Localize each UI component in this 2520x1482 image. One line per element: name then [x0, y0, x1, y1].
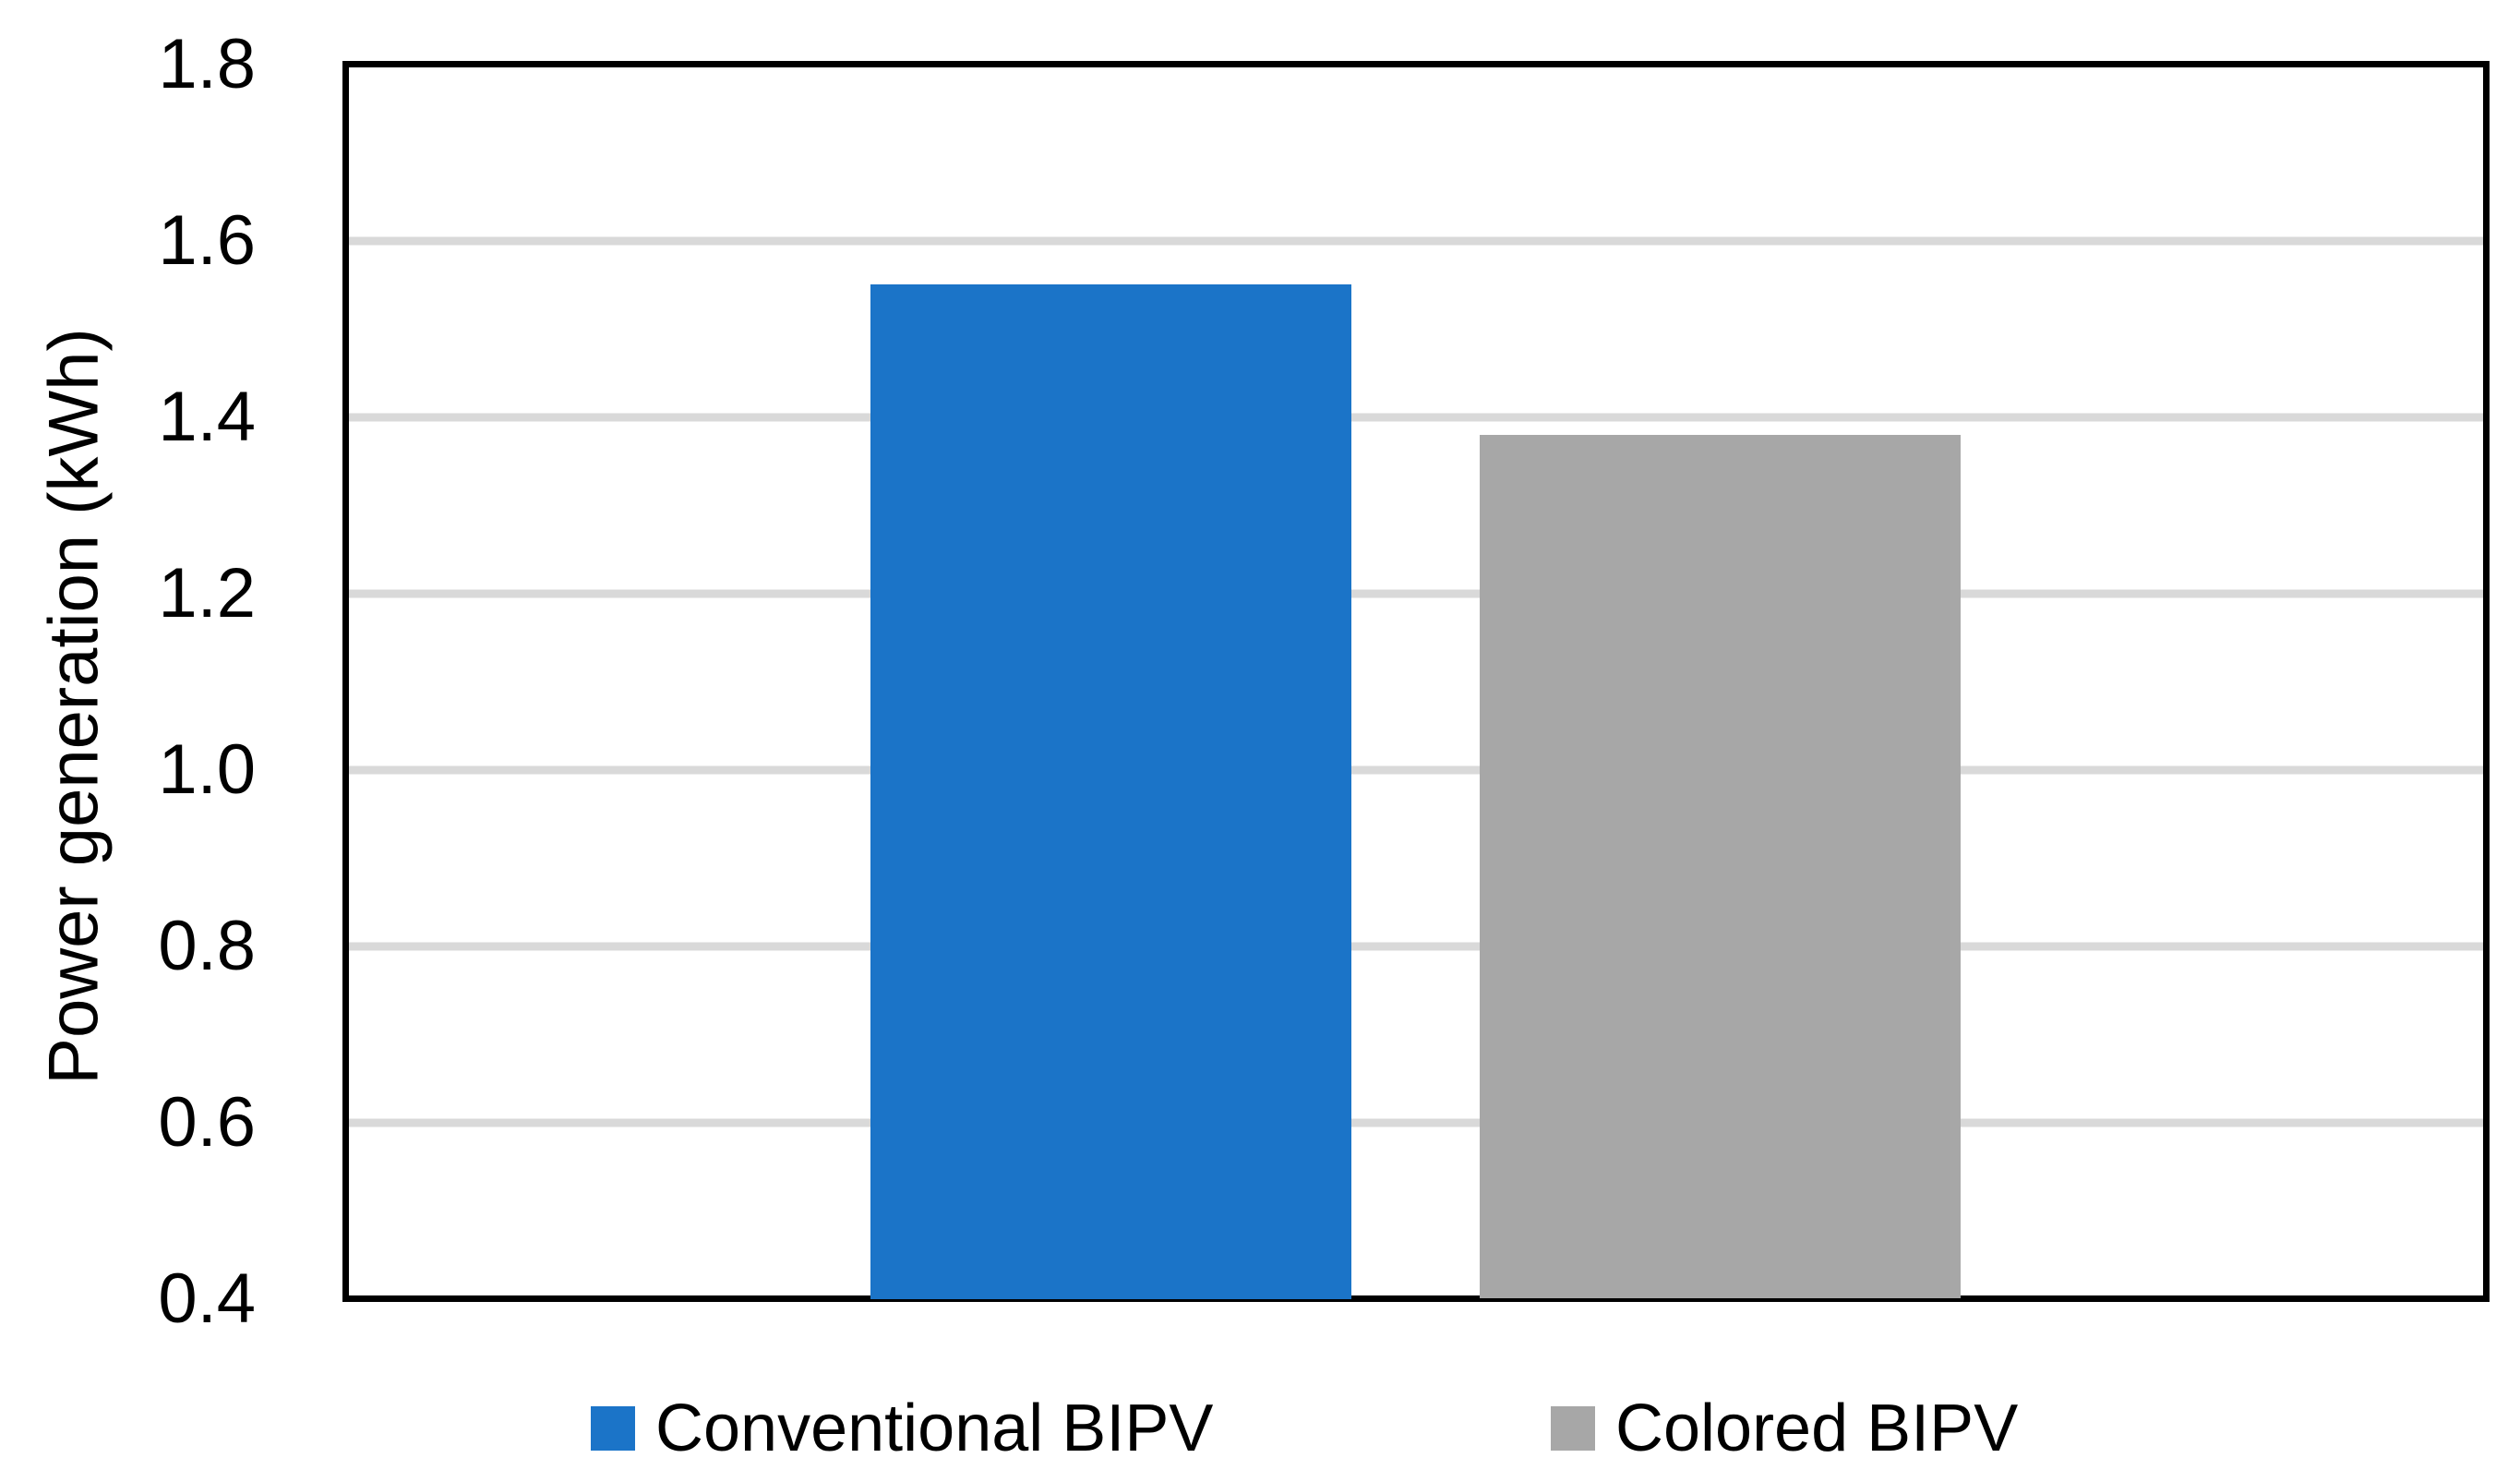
y-tick-label-1.0: 1.0: [158, 729, 256, 809]
plot-area: [342, 61, 2490, 1302]
y-tick-label-1.2: 1.2: [158, 553, 256, 633]
y-tick-label-0.6: 0.6: [158, 1082, 256, 1162]
gridline-y-1: [349, 765, 2483, 774]
gridline-y-0.6: [349, 1118, 2483, 1127]
y-tick-label-0.8: 0.8: [158, 906, 256, 985]
legend-swatch-icon: [1551, 1406, 1595, 1451]
y-tick-label-1.6: 1.6: [158, 200, 256, 280]
y-tick-label-1.8: 1.8: [158, 24, 256, 103]
gridline-y-1.2: [349, 589, 2483, 597]
legend-label: Conventional BIPV: [655, 1392, 1214, 1465]
bar-conventional-bipv: [870, 284, 1351, 1299]
bar-colored-bipv: [1480, 434, 1961, 1299]
y-tick-label-1.4: 1.4: [158, 377, 256, 456]
legend-item-conventional-bipv: Conventional BIPV: [591, 1395, 1213, 1462]
gridline-y-1.4: [349, 413, 2483, 421]
y-tick-label-0.4: 0.4: [158, 1259, 256, 1338]
legend-swatch-icon: [591, 1406, 635, 1451]
legend-item-colored-bipv: Colored BIPV: [1551, 1395, 2018, 1462]
legend-label: Colored BIPV: [1615, 1392, 2019, 1465]
gridline-y-1.6: [349, 236, 2483, 245]
gridline-y-0.8: [349, 942, 2483, 950]
